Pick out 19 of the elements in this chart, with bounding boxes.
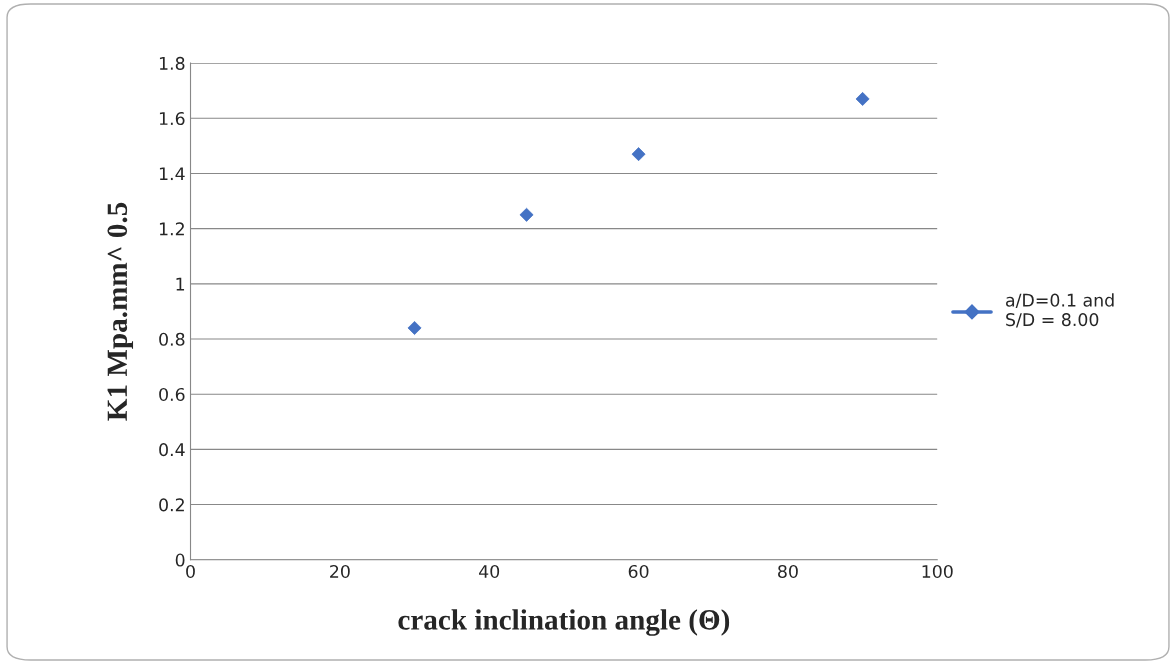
y-tick-label: 1.2	[159, 222, 184, 236]
y-axis-title: K1 Mpa.mm^ 0.5	[107, 202, 134, 421]
legend-label: a/D=0.1 and S/D = 8.00	[1006, 293, 1114, 328]
y-tick-label: 1.8	[159, 56, 185, 70]
x-tick-label: 80	[778, 564, 798, 579]
y-tick-label: 0.2	[159, 498, 184, 512]
x-tick-label: 100	[922, 564, 953, 579]
x-tick-label: 40	[479, 564, 500, 579]
y-tick-label: 1.6	[159, 111, 185, 126]
y-tick-label: 1	[176, 277, 185, 291]
y-tick-label: 0.4	[159, 443, 185, 457]
x-tick-label: 20	[330, 564, 350, 579]
x-axis-title: crack inclination angle (Θ)	[398, 609, 730, 636]
y-tick-label: 1.4	[159, 167, 185, 181]
y-tick-label: 0.8	[159, 332, 185, 346]
y-tick-label: 0	[175, 553, 185, 567]
x-tick-label: 0	[186, 564, 195, 579]
x-tick-label: 60	[628, 564, 649, 579]
y-tick-label: 0.6	[159, 387, 185, 402]
